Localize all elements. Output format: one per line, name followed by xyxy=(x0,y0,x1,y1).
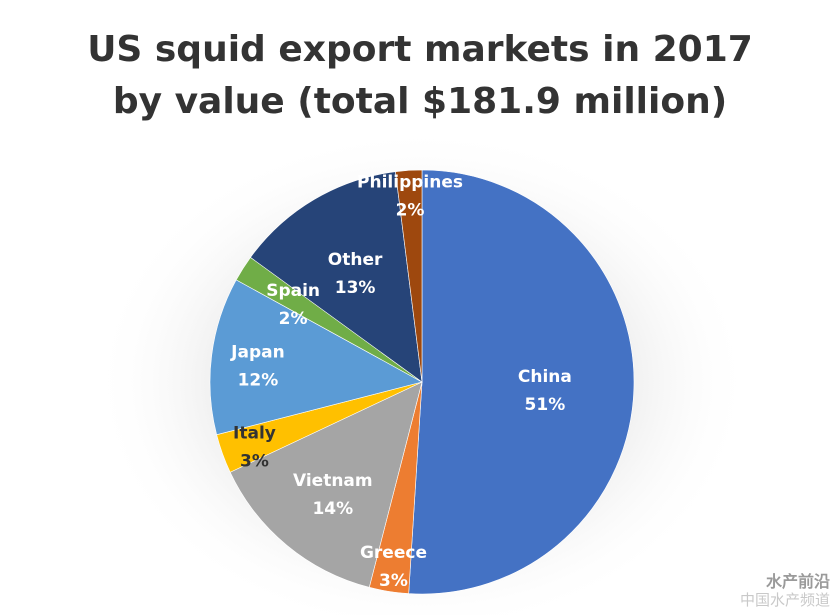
slice-label-japan: Japan 12% xyxy=(230,342,285,390)
slice-label-spain: Spain 2% xyxy=(266,281,320,329)
slice-label-philippines: Philippines 2% xyxy=(357,173,463,221)
pie-slice-vietnam xyxy=(229,381,423,588)
slice-label-china: China 51% xyxy=(518,367,572,415)
slice-label-other: Other 13% xyxy=(328,250,383,298)
watermark-line-1: 水产前沿 xyxy=(765,572,830,591)
pie-slice-china xyxy=(408,169,635,595)
chart-title-line-1: US squid export markets in 2017 xyxy=(87,29,753,70)
pie-slice-other xyxy=(250,171,423,383)
watermark: 水产前沿 中国水产频道 xyxy=(739,572,830,610)
chart-title: US squid export markets in 2017 by value… xyxy=(0,24,840,128)
pie-slice-japan xyxy=(209,279,423,436)
slice-label-italy: Italy 3% xyxy=(233,423,276,471)
pie-slices xyxy=(209,169,635,595)
watermark-line-2: 中国水产频道 xyxy=(739,591,830,609)
slice-label-vietnam: Vietnam 14% xyxy=(293,471,373,519)
pie-slice-philippines xyxy=(395,169,423,383)
chart-title-line-2: by value (total $181.9 million) xyxy=(112,81,728,122)
pie-labels: China 51% Greece 3% Vietnam 14% Italy 3% Japan 12… xyxy=(230,173,572,591)
slice-label-greece: Greece 3% xyxy=(360,543,427,591)
